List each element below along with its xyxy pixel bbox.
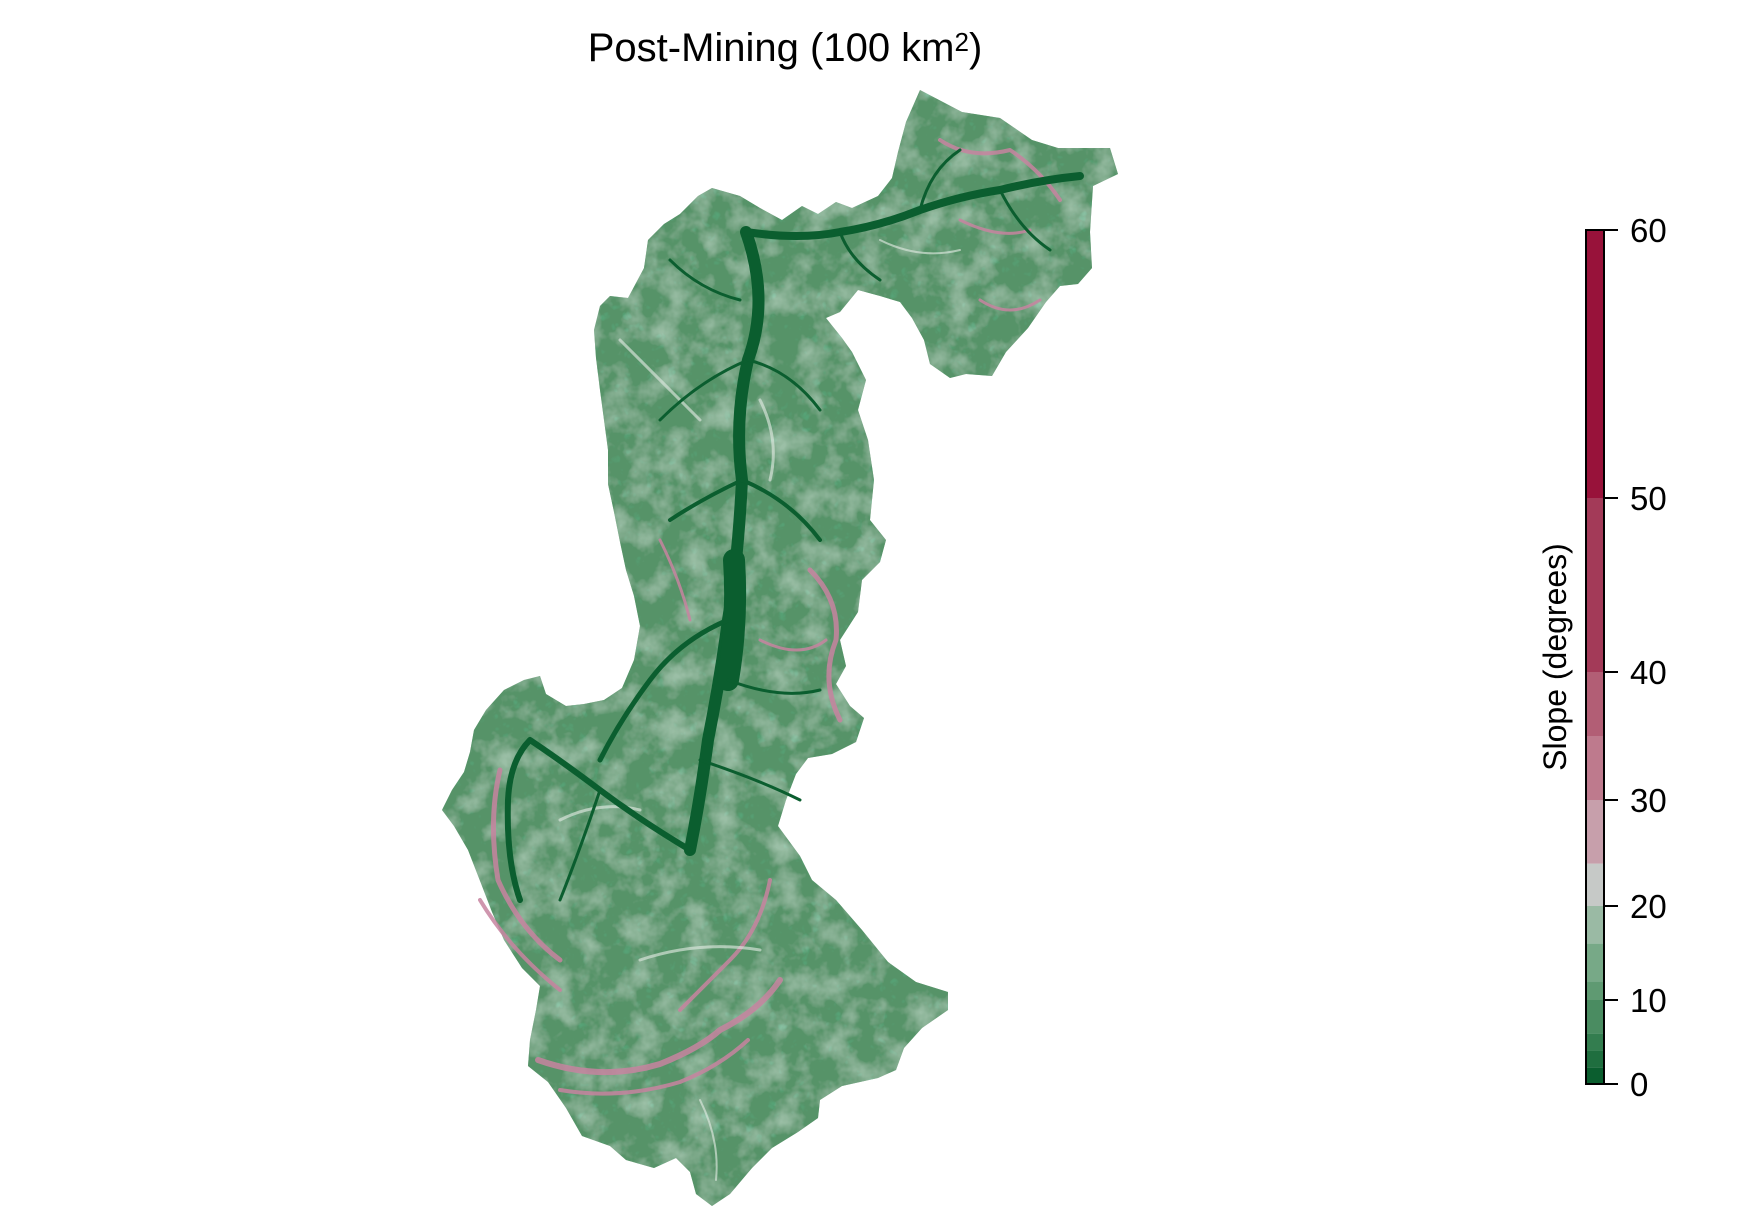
legend-frame — [1585, 229, 1605, 1085]
legend-color-band — [1586, 1033, 1604, 1051]
map-title: Post-Mining (100 km2) — [587, 26, 983, 70]
legend-color-bar — [1586, 230, 1604, 1084]
stream-channels — [504, 148, 1084, 903]
legend-color-band — [1586, 230, 1604, 498]
main-channel — [684, 226, 765, 856]
legend-color-band — [1586, 498, 1604, 672]
legend-color-band — [1586, 1050, 1604, 1068]
legend-tick-label: 50 — [1630, 480, 1667, 517]
legend-color-band — [1586, 863, 1604, 906]
legend-tick-label: 60 — [1630, 212, 1667, 249]
legend-title: Slope (degrees) — [1537, 543, 1573, 771]
legend-tick-label: 40 — [1630, 654, 1667, 691]
legend-color-band — [1586, 1067, 1604, 1084]
legend-color-band — [1586, 943, 1604, 982]
legend-color-band — [1586, 736, 1604, 800]
legend-tick-label: 30 — [1630, 782, 1667, 819]
light-ridge-bands — [558, 239, 961, 1181]
legend-tick-label: 10 — [1630, 982, 1667, 1019]
legend-color-band — [1586, 1000, 1604, 1034]
legend-color-band — [1586, 800, 1604, 864]
legend-color-band — [1586, 672, 1604, 736]
legend-ticks: 0 10 20 30 40 50 60 — [1604, 212, 1667, 1103]
steep-slope-bands — [478, 138, 1062, 1096]
legend-tick-label: 20 — [1630, 888, 1667, 925]
legend-color-band — [1586, 906, 1604, 944]
legend-color-band — [1586, 981, 1604, 1000]
legend-tick-label: 0 — [1630, 1066, 1648, 1103]
